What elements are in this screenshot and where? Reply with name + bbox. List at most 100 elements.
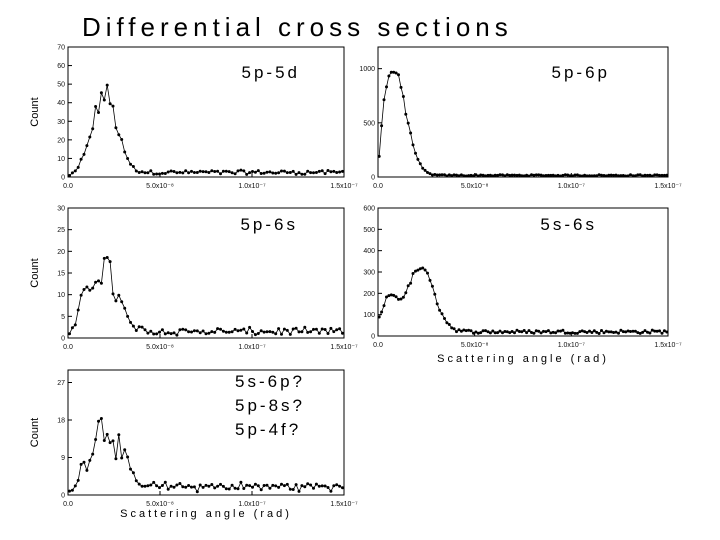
data-point <box>459 173 463 177</box>
data-point <box>493 173 497 177</box>
y-axis-label: Count <box>29 258 41 287</box>
data-point <box>117 433 121 437</box>
data-point <box>517 330 521 333</box>
data-point <box>438 173 442 177</box>
data-point <box>233 327 237 331</box>
data-point <box>621 330 625 334</box>
x-tick-label: 1.0x10⁻⁷ <box>238 344 266 351</box>
x-tick-label: 5.0x10⁻⁸ <box>461 342 489 349</box>
data-point <box>213 330 217 334</box>
data-point <box>280 332 283 336</box>
data-point <box>332 330 336 334</box>
data-point <box>259 488 263 492</box>
data-point <box>621 174 625 177</box>
data-point <box>134 169 138 173</box>
data-point <box>73 484 77 488</box>
series-line <box>378 71 667 177</box>
data-point <box>317 331 321 335</box>
data-point <box>571 174 574 178</box>
data-point <box>377 154 381 158</box>
data-point <box>265 170 269 174</box>
data-point <box>648 173 652 177</box>
data-point <box>97 419 100 423</box>
data-point <box>291 327 295 331</box>
data-point <box>650 328 654 332</box>
data-point <box>397 73 400 77</box>
data-point <box>219 172 222 176</box>
data-point <box>126 157 130 160</box>
data-point <box>619 174 623 178</box>
data-point <box>452 327 456 331</box>
x-tick-label: 5.0x10⁻⁸ <box>146 183 174 190</box>
data-point <box>210 330 214 334</box>
data-point <box>411 272 415 275</box>
data-point <box>341 486 344 490</box>
data-point <box>503 174 507 178</box>
data-point <box>385 85 388 89</box>
data-point <box>219 482 222 486</box>
data-point <box>166 331 170 335</box>
chart-panel-5: 0 9 18 27 0.0 5.0x10⁻⁸ 1.0x10⁻⁷ 1.5x10⁻⁷ 5s-6p? 5… <box>29 369 358 520</box>
data-point <box>314 171 318 174</box>
data-point <box>544 330 548 334</box>
x-tick-label: 0.0 <box>63 183 73 190</box>
data-point <box>111 292 115 296</box>
data-point <box>443 173 446 177</box>
data-point <box>76 308 80 312</box>
data-point <box>612 173 616 177</box>
data-point <box>617 331 620 335</box>
data-point <box>120 300 124 304</box>
data-point <box>320 484 324 488</box>
data-point <box>236 169 240 173</box>
data-point <box>467 174 471 178</box>
x-tick-label: 5.0x10⁻⁸ <box>146 344 174 351</box>
data-point <box>248 171 252 175</box>
data-point <box>537 329 541 333</box>
data-point <box>242 169 246 173</box>
data-point <box>423 268 427 272</box>
data-point <box>530 331 533 334</box>
data-point <box>274 332 278 336</box>
data-point <box>303 325 307 329</box>
data-point <box>450 326 454 330</box>
data-point <box>604 329 608 333</box>
data-point <box>539 173 543 177</box>
x-tick-label: 5.0x10⁻⁸ <box>461 183 489 190</box>
x-tick-label: 1.0x10⁻⁷ <box>238 183 266 190</box>
data-point <box>320 327 324 331</box>
data-point <box>251 330 254 333</box>
data-point <box>169 484 173 488</box>
data-point <box>638 173 642 177</box>
data-point <box>566 173 570 177</box>
data-point <box>239 328 243 332</box>
data-point <box>320 169 324 173</box>
data-point <box>399 85 403 89</box>
data-point <box>204 332 208 336</box>
y-tick-label: 5 <box>61 314 65 321</box>
data-point <box>493 331 497 335</box>
chart-panel-1: 0 10 20 30 40 50 60 70 0.0 5.0x10⁻⁸ 1.0x10⁻⁷ 1.5x10… <box>29 45 358 191</box>
data-point <box>544 174 548 177</box>
data-point <box>317 484 321 488</box>
data-point <box>97 111 100 114</box>
data-point <box>282 327 286 331</box>
data-point <box>592 329 596 333</box>
data-point <box>140 325 144 329</box>
data-point <box>445 174 449 178</box>
data-point <box>233 172 237 176</box>
data-point <box>595 330 599 334</box>
data-point <box>469 329 473 333</box>
data-point <box>546 173 550 177</box>
y-tick-label: 200 <box>363 291 375 298</box>
x-tick-label: 1.5x10⁻⁷ <box>330 501 358 508</box>
data-point <box>430 173 434 177</box>
data-point <box>291 488 295 491</box>
data-point <box>274 484 278 488</box>
data-point <box>508 173 512 177</box>
data-point <box>268 170 272 174</box>
data-point <box>253 333 257 337</box>
data-point <box>629 330 632 333</box>
data-point <box>387 294 391 298</box>
data-point <box>385 295 388 299</box>
data-point <box>129 162 132 166</box>
